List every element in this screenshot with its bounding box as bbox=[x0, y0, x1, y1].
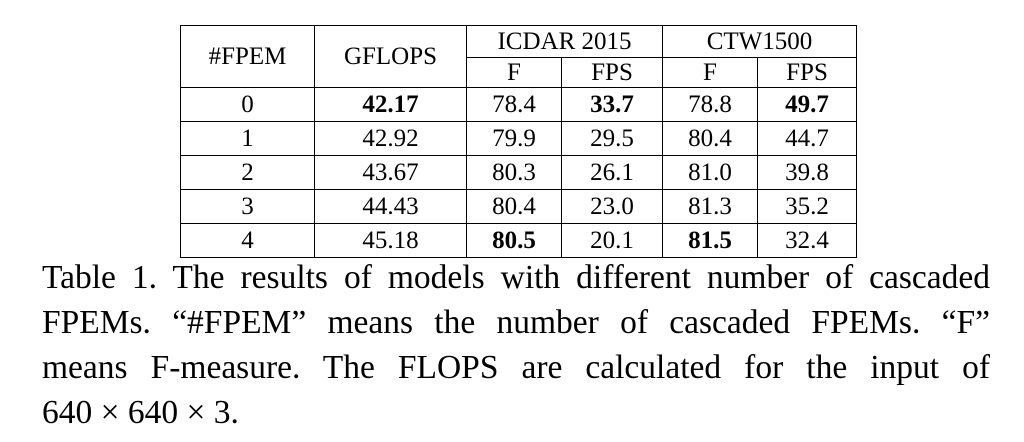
cell-ctw-fps: 32.4 bbox=[757, 223, 857, 258]
cell-icdar-f: 79.9 bbox=[466, 121, 562, 156]
cell-gflops: 45.18 bbox=[314, 223, 467, 258]
subheader-icdar-fps: FPS bbox=[561, 57, 663, 88]
subheader-ctw-f: F bbox=[662, 57, 758, 88]
cell-icdar-f: 78.4 bbox=[466, 87, 562, 122]
cell-ctw-fps: 44.7 bbox=[757, 121, 857, 156]
cell-gflops: 42.92 bbox=[314, 121, 467, 156]
table-row: 0 42.17 78.4 33.7 78.8 49.7 bbox=[180, 87, 857, 122]
header-ctw1500: CTW1500 bbox=[662, 25, 857, 58]
cell-ctw-fps: 35.2 bbox=[757, 189, 857, 224]
cell-gflops: 42.17 bbox=[314, 87, 467, 122]
cell-ctw-f: 81.3 bbox=[662, 189, 758, 224]
cell-fpem: 4 bbox=[180, 223, 315, 258]
table-caption: Table 1. The results of models with diff… bbox=[42, 255, 990, 435]
table-subheader-row: F FPS F FPS bbox=[181, 57, 857, 88]
cell-fpem: 1 bbox=[180, 121, 315, 156]
table-row: 2 43.67 80.3 26.1 81.0 39.8 bbox=[180, 155, 857, 190]
cell-ctw-fps: 39.8 bbox=[757, 155, 857, 190]
cell-ctw-f: 81.5 bbox=[662, 223, 758, 258]
table-row: 3 44.43 80.4 23.0 81.3 35.2 bbox=[180, 189, 857, 224]
header-gflops: GFLOPS bbox=[314, 25, 467, 88]
results-table: #FPEM GFLOPS ICDAR 2015 CTW1500 F FPS F … bbox=[180, 25, 857, 258]
cell-icdar-fps: 23.0 bbox=[561, 189, 663, 224]
cell-gflops: 44.43 bbox=[314, 189, 467, 224]
cell-icdar-fps: 26.1 bbox=[561, 155, 663, 190]
cell-fpem: 3 bbox=[180, 189, 315, 224]
caption-line: FPEMs. “#FPEM” means the number of casca… bbox=[42, 304, 990, 341]
cell-ctw-fps: 49.7 bbox=[757, 87, 857, 122]
cell-icdar-fps: 29.5 bbox=[561, 121, 663, 156]
cell-ctw-f: 81.0 bbox=[662, 155, 758, 190]
table-row: 4 45.18 80.5 20.1 81.5 32.4 bbox=[180, 223, 857, 258]
caption-line: 640 × 640 × 3. bbox=[42, 394, 239, 431]
cell-fpem: 0 bbox=[180, 87, 315, 122]
caption-line: means F-measure. The FLOPS are calculate… bbox=[42, 349, 990, 386]
cell-icdar-f: 80.5 bbox=[466, 223, 562, 258]
subheader-icdar-f: F bbox=[466, 57, 562, 88]
table-row: 1 42.92 79.9 29.5 80.4 44.7 bbox=[180, 121, 857, 156]
cell-icdar-f: 80.4 bbox=[466, 189, 562, 224]
cell-ctw-f: 78.8 bbox=[662, 87, 758, 122]
cell-icdar-fps: 33.7 bbox=[561, 87, 663, 122]
cell-icdar-fps: 20.1 bbox=[561, 223, 663, 258]
results-table-container: #FPEM GFLOPS ICDAR 2015 CTW1500 F FPS F … bbox=[180, 25, 857, 258]
caption-line: Table 1. The results of models with diff… bbox=[42, 259, 990, 296]
subheader-ctw-fps: FPS bbox=[757, 57, 857, 88]
header-icdar-2015: ICDAR 2015 bbox=[466, 25, 663, 58]
header-fpem: #FPEM bbox=[180, 25, 315, 88]
table-header-row: #FPEM GFLOPS ICDAR 2015 CTW1500 bbox=[180, 25, 857, 88]
cell-icdar-f: 80.3 bbox=[466, 155, 562, 190]
cell-fpem: 2 bbox=[180, 155, 315, 190]
cell-ctw-f: 80.4 bbox=[662, 121, 758, 156]
cell-gflops: 43.67 bbox=[314, 155, 467, 190]
